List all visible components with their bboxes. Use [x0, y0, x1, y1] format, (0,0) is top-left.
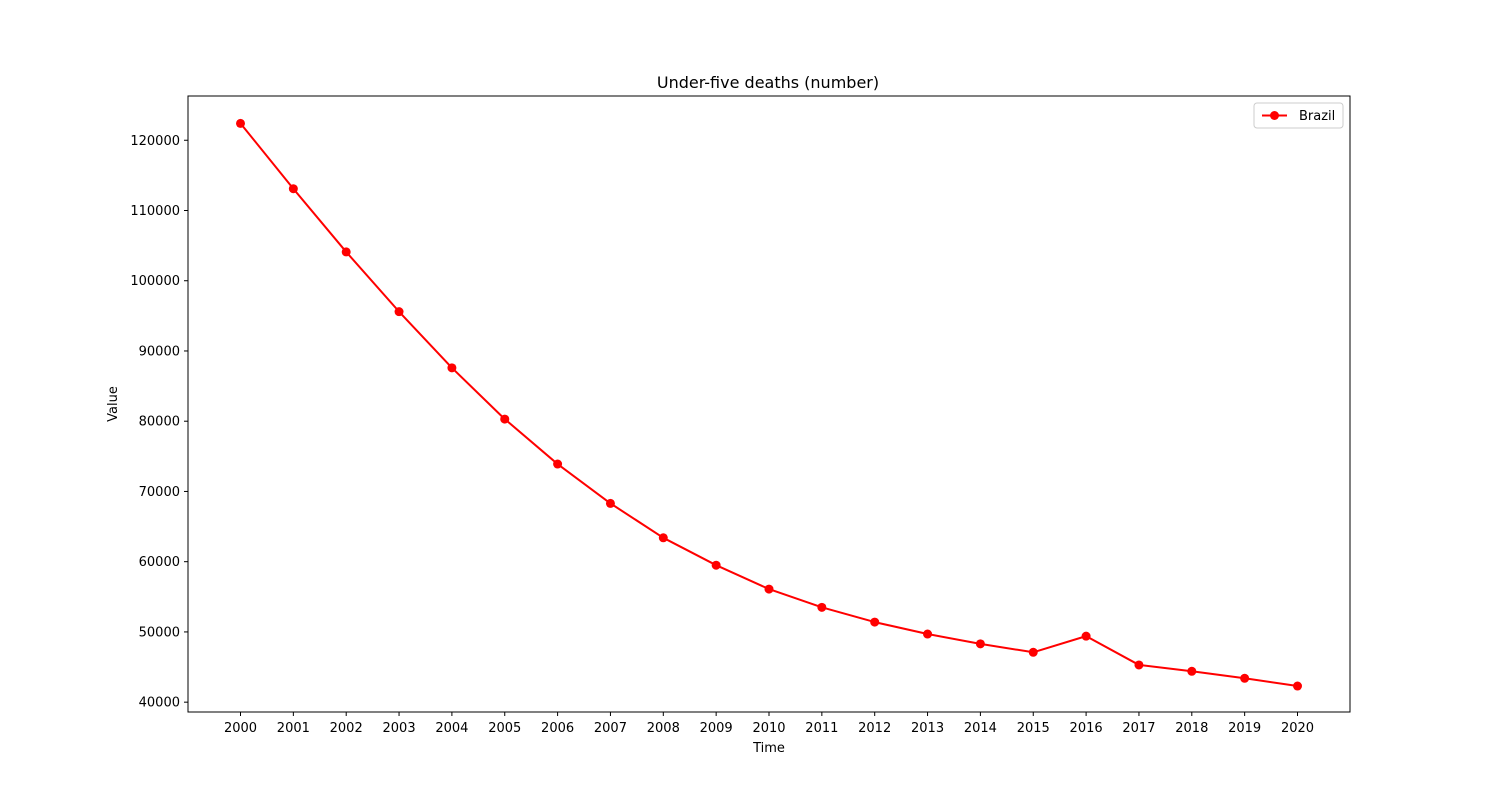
data-point — [923, 629, 933, 639]
x-tick-label: 2016 — [1070, 721, 1103, 736]
data-point — [500, 414, 510, 424]
data-point — [236, 118, 245, 128]
x-tick-label: 2008 — [647, 721, 680, 736]
data-point — [1028, 647, 1038, 657]
y-tick-label: 80000 — [139, 415, 180, 430]
data-point — [447, 363, 457, 373]
y-axis: 40000 50000 60000 70000 80000 90000 100000 1100… — [130, 134, 188, 711]
data-point — [1134, 660, 1144, 670]
data-point — [870, 617, 880, 627]
x-tick-label: 2000 — [224, 721, 257, 736]
data-point — [1293, 681, 1302, 691]
y-tick-label: 50000 — [139, 625, 180, 640]
y-tick-label: 110000 — [130, 204, 180, 219]
series-line-brazil — [239, 122, 1298, 688]
x-tick-label: 2002 — [330, 721, 363, 736]
x-axis-title: Time — [752, 741, 785, 756]
x-tick-label: 2007 — [594, 721, 627, 736]
x-tick-label: 2015 — [1017, 721, 1050, 736]
legend: Brazil — [1253, 102, 1344, 129]
x-tick-label: 2014 — [964, 721, 997, 736]
data-point — [658, 533, 668, 543]
data-point — [394, 307, 404, 317]
y-axis-title: Value — [106, 386, 121, 422]
y-tick-label: 40000 — [139, 696, 180, 711]
data-point — [1187, 666, 1197, 676]
y-tick-label: 120000 — [130, 134, 180, 149]
data-point — [1240, 673, 1250, 683]
y-tick-label: 60000 — [139, 555, 180, 570]
x-tick-label: 2005 — [488, 721, 521, 736]
x-tick-label: 2012 — [858, 721, 891, 736]
x-tick-label: 2001 — [277, 721, 310, 736]
x-tick-label: 2004 — [435, 721, 468, 736]
x-axis: 2000 2001 2002 2003 2004 2005 2006 2007 2008 2009… — [224, 712, 1314, 736]
y-tick-label: 90000 — [139, 344, 180, 359]
legend-marker — [1270, 111, 1279, 120]
data-point — [975, 639, 985, 649]
x-tick-label: 2013 — [911, 721, 944, 736]
x-tick-label: 2010 — [752, 721, 785, 736]
legend-box — [1253, 102, 1344, 129]
y-tick-label: 100000 — [130, 274, 180, 289]
data-point — [711, 560, 721, 570]
data-point — [288, 184, 298, 194]
data-point — [605, 498, 615, 508]
y-tick-label: 70000 — [139, 485, 180, 500]
data-point — [764, 584, 774, 594]
x-tick-label: 2018 — [1175, 721, 1208, 736]
plot-area — [187, 95, 1351, 713]
legend-label-brazil: Brazil — [1299, 109, 1335, 124]
data-point — [817, 602, 827, 612]
x-tick-label: 2020 — [1281, 721, 1314, 736]
chart-title: Under-five deaths (number) — [657, 73, 879, 92]
data-point — [553, 459, 563, 469]
series-layer — [236, 118, 1302, 691]
data-point — [1081, 631, 1091, 641]
data-point — [341, 247, 351, 257]
x-tick-label: 2003 — [383, 721, 416, 736]
x-tick-label: 2017 — [1122, 721, 1155, 736]
x-tick-label: 2006 — [541, 721, 574, 736]
x-tick-label: 2009 — [700, 721, 733, 736]
x-tick-label: 2011 — [805, 721, 838, 736]
x-tick-label: 2019 — [1228, 721, 1261, 736]
